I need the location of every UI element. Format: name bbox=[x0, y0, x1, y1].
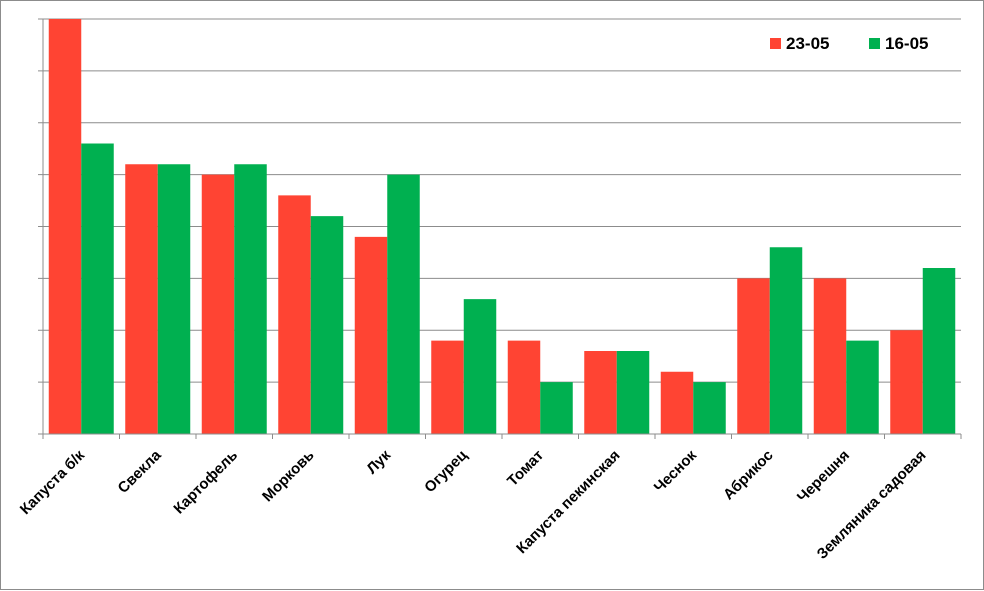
bar-16-05 bbox=[616, 351, 650, 434]
bar-16-05 bbox=[81, 143, 114, 434]
x-tick-label: Капуста б/к bbox=[17, 446, 89, 518]
bar-16-05 bbox=[769, 247, 803, 434]
bar-23-05 bbox=[431, 340, 464, 434]
x-tick-label: Томат bbox=[504, 447, 547, 490]
bar-23-05 bbox=[125, 164, 158, 434]
bar-23-05 bbox=[48, 19, 82, 434]
gridlines bbox=[43, 18, 961, 383]
x-tick-label: Абрикос bbox=[720, 447, 777, 504]
legend-label: 16-05 bbox=[885, 34, 928, 53]
bar-23-05 bbox=[507, 340, 541, 434]
x-tick-label: Свекла bbox=[115, 446, 165, 496]
bar-16-05 bbox=[846, 340, 879, 434]
bar-16-05 bbox=[693, 382, 726, 434]
bar-23-05 bbox=[201, 174, 235, 434]
bar-16-05 bbox=[310, 216, 344, 434]
bar-23-05 bbox=[660, 371, 694, 434]
x-tick-label: Черешня bbox=[794, 447, 853, 506]
bar-23-05 bbox=[890, 330, 923, 434]
bar-16-05 bbox=[922, 268, 956, 434]
legend-swatch bbox=[869, 38, 880, 49]
x-tick-label: Морковь bbox=[259, 447, 318, 506]
x-tick-label: Чеснок bbox=[651, 446, 701, 496]
bar-16-05 bbox=[463, 299, 497, 434]
bars bbox=[48, 19, 956, 434]
x-tick-label: Лук bbox=[363, 446, 394, 477]
bar-16-05 bbox=[387, 174, 420, 434]
bar-16-05 bbox=[157, 164, 191, 434]
bar-16-05 bbox=[540, 382, 573, 434]
bar-23-05 bbox=[584, 351, 617, 434]
x-tick-labels: Капуста б/к Свекла Картофель Морковь Лук Огур… bbox=[17, 446, 930, 562]
bar-23-05 bbox=[278, 195, 311, 434]
bar-23-05 bbox=[813, 278, 847, 434]
legend: 23-05 16-05 bbox=[770, 34, 928, 53]
bar-23-05 bbox=[354, 236, 388, 434]
axes bbox=[38, 18, 962, 439]
x-tick-label: Огурец bbox=[421, 446, 471, 496]
legend-swatch bbox=[770, 38, 781, 49]
x-tick-label: Картофель bbox=[170, 447, 241, 518]
legend-label: 23-05 bbox=[786, 34, 829, 53]
bar-23-05 bbox=[737, 278, 770, 434]
bar-16-05 bbox=[234, 164, 267, 434]
